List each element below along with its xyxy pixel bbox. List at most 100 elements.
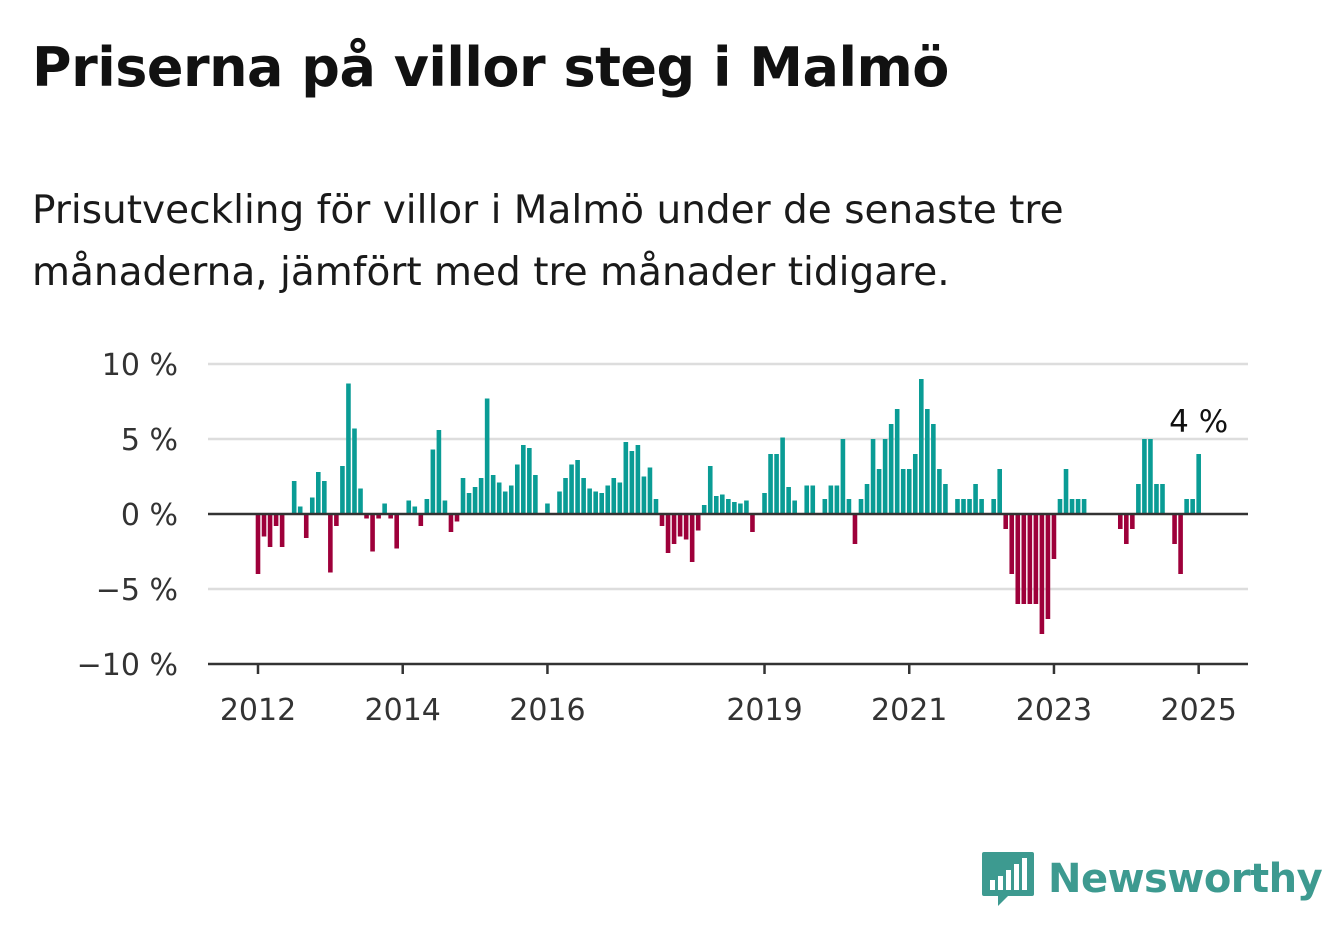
bar (1196, 454, 1201, 514)
bar (490, 475, 496, 514)
bar (720, 494, 725, 514)
bar (1063, 469, 1069, 514)
bar (316, 472, 321, 514)
bar (406, 500, 412, 514)
bar (623, 442, 629, 514)
bar (533, 475, 538, 514)
bar (1003, 514, 1009, 529)
bar (328, 514, 333, 573)
bar (521, 445, 526, 514)
x-tick-label: 2014 (365, 693, 441, 728)
bar (376, 514, 381, 519)
bar (864, 484, 870, 514)
logo-text: Newsworthy (1048, 856, 1322, 902)
bar (707, 466, 713, 514)
bar (557, 491, 562, 514)
bar (738, 503, 743, 514)
bar (527, 448, 532, 514)
bar (1148, 439, 1153, 514)
bar (695, 514, 701, 531)
bar (508, 485, 514, 514)
bar (744, 500, 749, 514)
bar (279, 514, 285, 547)
bar (659, 514, 665, 526)
bar (611, 478, 617, 514)
bar (346, 383, 351, 514)
x-tick-label: 2012 (220, 693, 296, 728)
chart-subtitle: Prisutveckling för villor i Malmö under … (32, 188, 1064, 295)
bar-chart-speech-bubble-icon (982, 852, 1034, 906)
bar (617, 482, 623, 514)
bar (858, 499, 864, 514)
bar (291, 481, 297, 514)
bar-chart: 10 % 5 % 0 % −5 % −10 % 2012 2014 2016 2019 2021… (77, 348, 1248, 728)
bar (593, 491, 598, 514)
bar (267, 514, 273, 547)
bar (340, 466, 345, 514)
bar (424, 499, 430, 514)
bar (1021, 514, 1027, 604)
bar (882, 439, 888, 514)
bar (430, 449, 436, 514)
bar (665, 514, 671, 553)
x-tick-label: 2019 (726, 693, 802, 728)
bar (979, 499, 984, 514)
x-axis-ticks: 2012 2014 2016 2019 2021 2023 2025 (220, 664, 1237, 728)
bars (255, 379, 1201, 634)
bar (563, 478, 568, 514)
bar (677, 514, 683, 537)
bar (370, 514, 375, 552)
bar (834, 485, 840, 514)
bar (870, 439, 876, 514)
bar (514, 464, 520, 514)
bar (732, 502, 737, 514)
annotation-group: 4 % (1166, 401, 1231, 443)
bar (1130, 514, 1135, 529)
bar (683, 514, 689, 540)
bar (255, 514, 261, 574)
bar (641, 476, 647, 514)
bar (671, 514, 677, 544)
bar (472, 487, 478, 514)
bar (840, 439, 846, 514)
bar (303, 514, 309, 538)
bar (1057, 499, 1063, 514)
bar (828, 485, 834, 514)
x-tick-label: 2021 (871, 693, 947, 728)
bar (502, 491, 508, 514)
bar (478, 478, 484, 514)
bar (358, 488, 363, 514)
bar (297, 506, 303, 514)
bar (997, 469, 1002, 514)
bar (750, 514, 755, 532)
bar (382, 503, 387, 514)
bar (1081, 499, 1087, 514)
bar (388, 514, 393, 519)
bar (635, 445, 641, 514)
bar (906, 469, 912, 514)
bar (1069, 499, 1075, 514)
bar (1045, 514, 1051, 619)
bar (1015, 514, 1021, 604)
x-tick-label: 2023 (1016, 693, 1092, 728)
bar (973, 484, 978, 514)
axes (208, 512, 1248, 666)
bar (1009, 514, 1015, 574)
x-tick-label: 2025 (1161, 693, 1237, 728)
bar (545, 503, 550, 514)
bar (334, 514, 339, 526)
bar (569, 464, 574, 514)
bar (448, 514, 454, 532)
bar (955, 499, 960, 514)
bar (726, 499, 731, 514)
bar (1154, 484, 1159, 514)
annotation-label: 4 % (1169, 404, 1228, 440)
bar (629, 451, 635, 514)
chart-title: Priserna på villor steg i Malmö (32, 36, 949, 99)
bar (261, 514, 267, 537)
bar (792, 500, 797, 514)
bar (418, 514, 424, 526)
bar (943, 484, 948, 514)
bar (967, 499, 972, 514)
bar (713, 496, 719, 514)
